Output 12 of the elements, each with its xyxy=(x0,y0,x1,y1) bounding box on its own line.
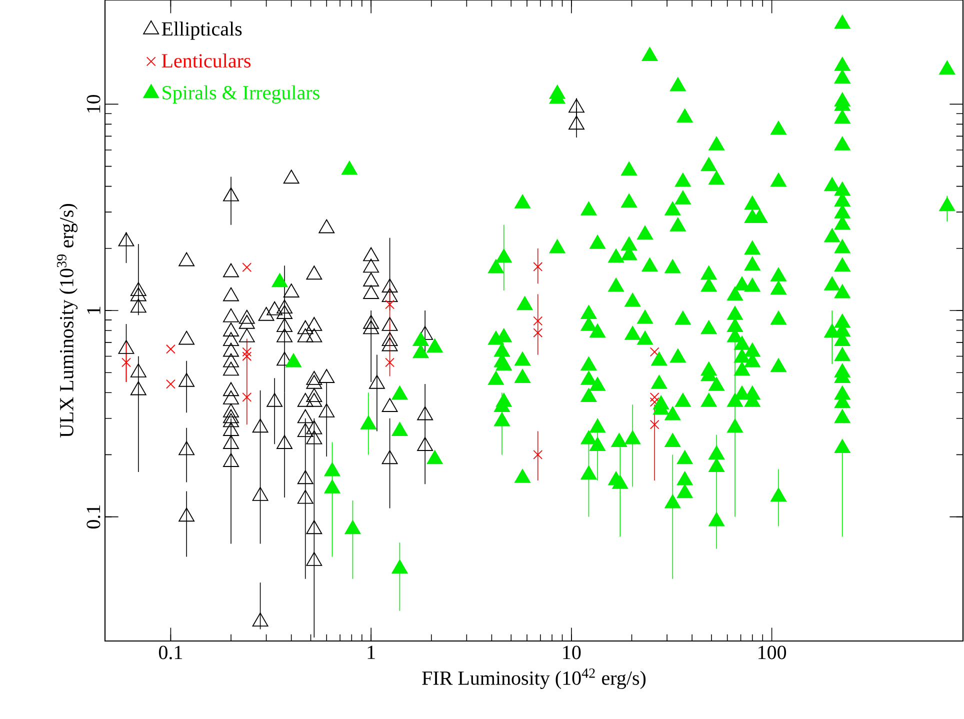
legend-label: Ellipticals xyxy=(162,22,242,40)
x-tick-label: 100 xyxy=(758,646,786,660)
y-tick-label: 10 xyxy=(86,94,100,112)
y-axis-title: ULX Luminosity (10$^{39}$ erg/s) xyxy=(57,204,78,438)
x-axis-title: FIR Luminosity (10$^{42}$ erg/s) xyxy=(422,668,646,689)
legend-label: Spirals & Irregulars xyxy=(162,85,320,104)
x-tick-label: 1 xyxy=(368,646,375,659)
y-tick-label: 1 xyxy=(87,306,100,314)
legend-label: Lenticulars xyxy=(162,54,251,68)
y-tick-label: 0.1 xyxy=(86,505,100,529)
x-tick-label: 10 xyxy=(563,646,581,660)
x-tick-label: 0.1 xyxy=(158,646,182,660)
